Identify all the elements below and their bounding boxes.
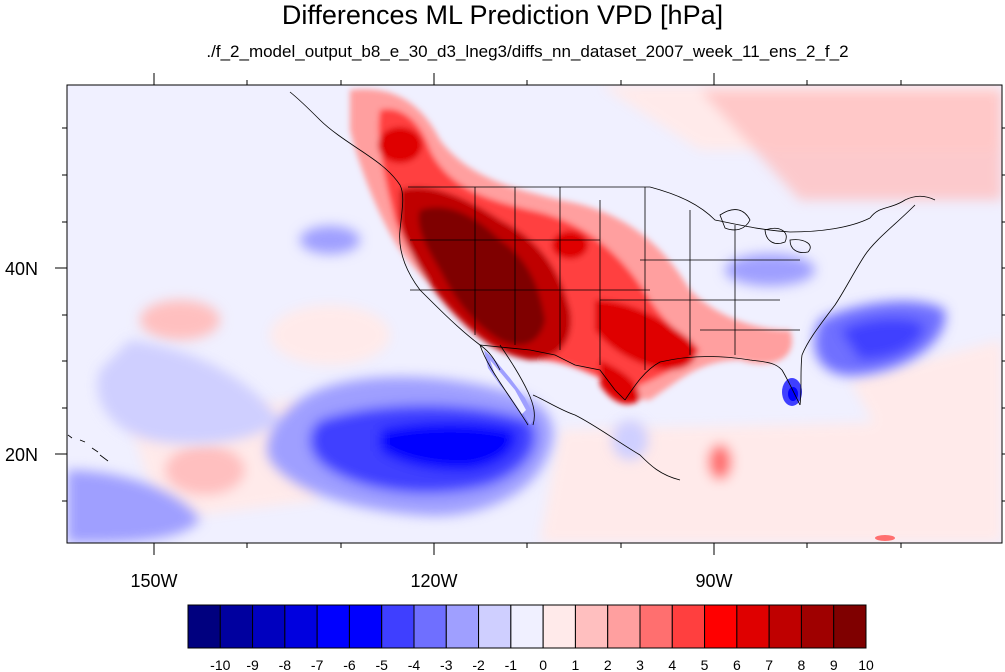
colorbar-swatch: [800, 604, 835, 649]
colorbar-swatch: [639, 604, 673, 649]
colorbar-tick-label: 4: [668, 657, 676, 672]
colorbar-tick-label: 9: [830, 657, 838, 672]
colorbar-tick-label: -10: [210, 657, 230, 672]
colorbar-swatch: [671, 604, 706, 649]
colorbar: -10 -9 -8 -7 -6 -5 -4 -3 -2 -1 0 1 2 3 4 5 6 7 8 9 10: [187, 604, 874, 672]
map-subtitle: ./f_2_model_output_b8_e_30_d3_lneg3/diff…: [206, 42, 849, 61]
map-ticks: [55, 73, 1005, 555]
lon-label-90w: 90W: [695, 571, 732, 591]
colorbar-swatch: [542, 604, 576, 649]
colorbar-tick-label: -1: [505, 657, 518, 672]
colorbar-tick-label: 8: [798, 657, 806, 672]
map-frame: [66, 84, 1003, 544]
colorbar-tick-label: 10: [858, 657, 874, 672]
colorbar-tick-label: 0: [539, 657, 547, 672]
colorbar-swatch: [607, 604, 641, 649]
lat-label-20n: 20N: [5, 445, 38, 465]
colorbar-tick-label: 2: [604, 657, 612, 672]
colorbar-tick-label: -8: [279, 657, 292, 672]
colorbar-swatch: [704, 604, 738, 649]
colorbar-tick-label: -7: [311, 657, 324, 672]
colorbar-swatch: [348, 604, 383, 649]
colorbar-tick-label: -6: [343, 657, 356, 672]
lat-label-40n: 40N: [5, 259, 38, 279]
colorbar-tick-label: 7: [765, 657, 773, 672]
lon-label-120w: 120W: [410, 571, 457, 591]
colorbar-swatch: [381, 604, 415, 649]
colorbar-tick-label: 1: [572, 657, 580, 672]
coastline-outlines: [67, 91, 936, 481]
colorbar-swatch: [768, 604, 802, 649]
vpd-difference-field: [67, 85, 1002, 543]
map-title: Differences ML Prediction VPD [hPa]: [281, 0, 724, 30]
colorbar-swatch: [478, 604, 512, 649]
colorbar-tick-label: 6: [733, 657, 741, 672]
colorbar-swatch: [316, 604, 350, 649]
colorbar-swatch: [736, 604, 770, 649]
colorbar-swatch: [833, 604, 867, 649]
lon-label-150w: 150W: [130, 571, 177, 591]
colorbar-tick-label: -2: [472, 657, 485, 672]
colorbar-swatch: [510, 604, 544, 649]
colorbar-swatch: [413, 604, 447, 649]
colorbar-swatch: [284, 604, 318, 649]
colorbar-tick-label: -9: [246, 657, 259, 672]
colorbar-tick-label: -5: [375, 657, 388, 672]
colorbar-tick-label: -4: [408, 657, 421, 672]
colorbar-swatch: [187, 604, 221, 649]
colorbar-swatch: [574, 604, 609, 649]
colorbar-tick-label: -3: [440, 657, 453, 672]
colorbar-swatch: [219, 604, 254, 649]
colorbar-swatch: [252, 604, 286, 649]
colorbar-tick-label: 5: [701, 657, 709, 672]
colorbar-swatch: [445, 604, 480, 649]
colorbar-tick-label: 3: [636, 657, 644, 672]
